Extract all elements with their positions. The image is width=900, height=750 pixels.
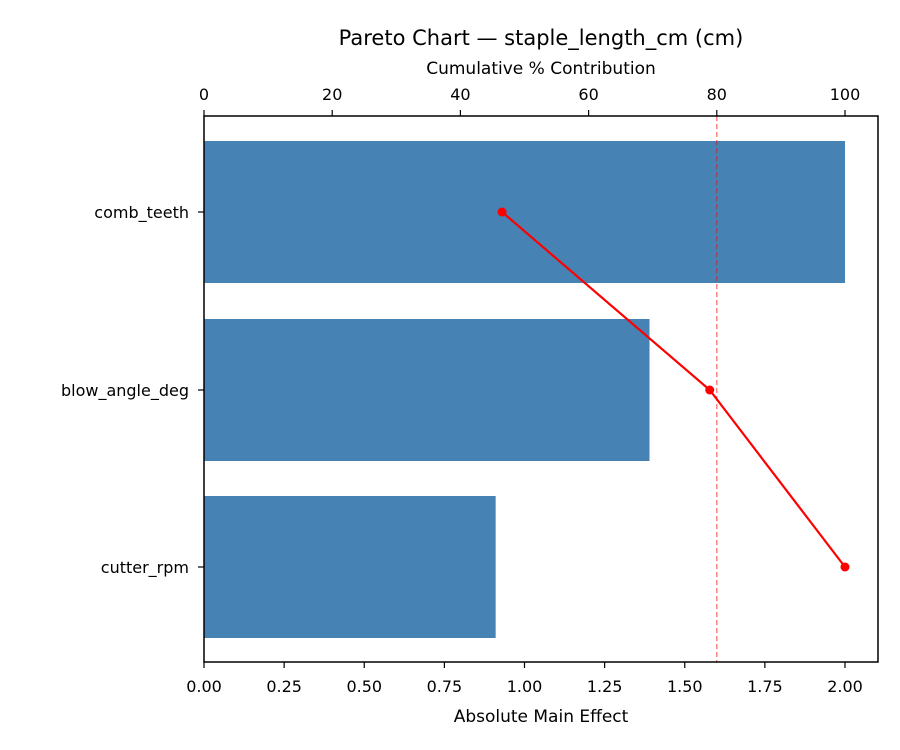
top-tick-label: 20 bbox=[322, 85, 342, 104]
x-tick-label: 0.50 bbox=[346, 677, 382, 696]
y-tick-label-cutter_rpm: cutter_rpm bbox=[101, 558, 189, 578]
top-tick-label: 80 bbox=[707, 85, 727, 104]
y-axis-ticks: comb_teeth blow_angle_deg cutter_rpm bbox=[61, 203, 204, 578]
x-tick-label: 0.75 bbox=[427, 677, 463, 696]
x-tick-label: 1.75 bbox=[747, 677, 783, 696]
bottom-axis-ticks: 0.00 0.25 0.50 0.75 1.00 1.25 1.50 1.75 2.00 bbox=[186, 662, 863, 696]
bar-cutter_rpm bbox=[204, 496, 496, 638]
y-tick-label-blow_angle_deg: blow_angle_deg bbox=[61, 381, 189, 401]
cumulative-point-blow_angle_deg bbox=[705, 385, 715, 395]
cumulative-point-cutter_rpm bbox=[840, 562, 850, 572]
x-tick-label: 0.25 bbox=[266, 677, 302, 696]
top-tick-label: 0 bbox=[199, 85, 209, 104]
x-tick-label: 1.25 bbox=[587, 677, 623, 696]
bar-blow_angle_deg bbox=[204, 319, 650, 461]
bars bbox=[204, 141, 845, 638]
x-tick-label: 1.00 bbox=[507, 677, 543, 696]
bar-comb_teeth bbox=[204, 141, 845, 283]
cumulative-point-comb_teeth bbox=[497, 207, 507, 217]
top-axis-label: Cumulative % Contribution bbox=[426, 59, 656, 79]
top-tick-label: 60 bbox=[578, 85, 598, 104]
plot-frame bbox=[203, 115, 879, 663]
x-axis-label: Absolute Main Effect bbox=[454, 707, 629, 727]
chart-title: Pareto Chart — staple_length_cm (cm) bbox=[339, 26, 744, 51]
y-tick-label-comb_teeth: comb_teeth bbox=[94, 203, 189, 223]
top-axis-ticks: 0 20 40 60 80 100 bbox=[199, 85, 860, 116]
x-tick-label: 2.00 bbox=[827, 677, 863, 696]
x-tick-label: 1.50 bbox=[667, 677, 703, 696]
x-tick-label: 0.00 bbox=[186, 677, 222, 696]
cumulative-line bbox=[497, 207, 850, 572]
top-tick-label: 100 bbox=[830, 85, 861, 104]
top-tick-label: 40 bbox=[450, 85, 470, 104]
